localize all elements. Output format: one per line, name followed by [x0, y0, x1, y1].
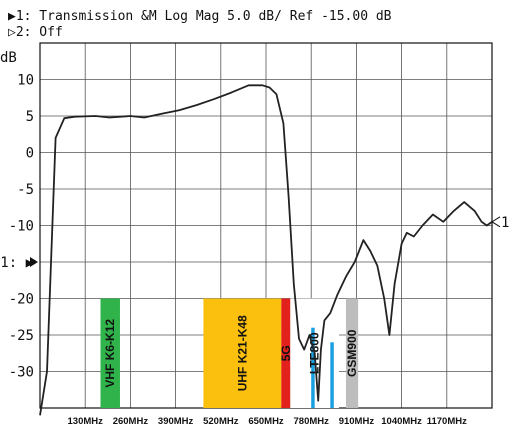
x-tick-label: 1170MHz: [427, 416, 467, 427]
y-tick-label: 5: [26, 109, 34, 125]
x-tick-label: 910MHz: [339, 416, 375, 427]
reference-marker: [30, 257, 38, 267]
y-tick-label: -20: [9, 292, 34, 308]
x-tick-label: 520MHz: [203, 416, 239, 427]
y-tick-label: -5: [17, 182, 34, 198]
lte-bar: [311, 327, 315, 408]
lte-bar: [330, 342, 334, 408]
y-axis-label: dB: [0, 50, 17, 66]
y-tick-label: 0: [26, 146, 34, 162]
x-tick-label: 1040MHz: [381, 416, 422, 427]
band-5g: [281, 298, 291, 408]
band-label: VHF K6-K12: [103, 319, 117, 388]
band-label: GSM900: [345, 329, 359, 377]
x-tick-label: 260MHz: [113, 416, 149, 427]
band-label: 5G: [279, 345, 293, 361]
x-tick-label: 650MHz: [248, 416, 284, 427]
band-gsm900: [345, 298, 359, 408]
trace-end-marker: [491, 216, 501, 228]
trace2-header: ▷2: Off: [8, 25, 63, 40]
trace1-header: ▶1: Transmission &M Log Mag 5.0 dB/ Ref …: [8, 9, 392, 24]
transmission-trace: [39, 84, 493, 416]
y-tick-label: 1: ▶: [0, 255, 34, 271]
band-uhf-k21-k48: [203, 298, 282, 408]
x-tick-label: 780MHz: [294, 416, 330, 427]
x-tick-label: 130MHz: [68, 416, 104, 427]
band-vhf-k6-k12: [100, 298, 120, 408]
plot-area: 10 5 0 -5 -10 1: ▶ -20 -25 -30 VHF K6-K12 UHF K21-…: [0, 42, 509, 427]
x-tick-label: 390MHz: [158, 416, 194, 427]
y-tick-label: -25: [9, 328, 34, 344]
trace-end-label: 1: [501, 215, 509, 231]
y-tick-label: -10: [9, 219, 34, 235]
y-tick-label: 10: [17, 73, 34, 89]
y-tick-label: -30: [9, 365, 34, 381]
band-label: UHF K21-K48: [235, 315, 249, 391]
